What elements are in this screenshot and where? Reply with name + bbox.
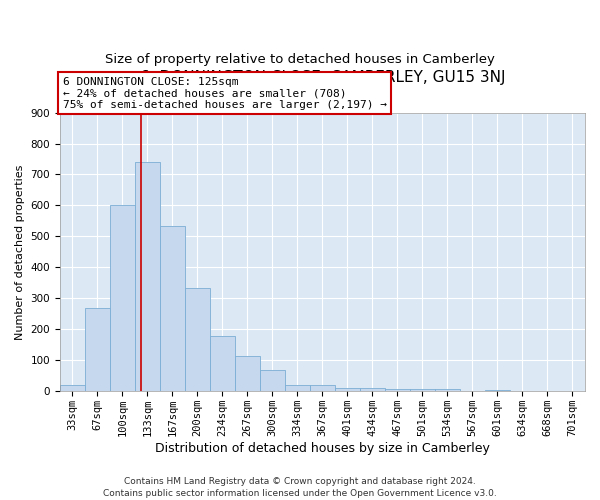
Bar bbox=[285, 385, 310, 392]
Bar bbox=[60, 385, 85, 392]
Bar bbox=[410, 389, 435, 392]
Bar bbox=[110, 206, 135, 392]
Text: Contains HM Land Registry data © Crown copyright and database right 2024.
Contai: Contains HM Land Registry data © Crown c… bbox=[103, 476, 497, 498]
Bar bbox=[435, 390, 460, 392]
Bar bbox=[235, 356, 260, 392]
Bar bbox=[335, 388, 360, 392]
Bar bbox=[385, 389, 410, 392]
Bar bbox=[85, 308, 110, 392]
X-axis label: Distribution of detached houses by size in Camberley: Distribution of detached houses by size … bbox=[155, 442, 490, 455]
Text: 6 DONNINGTON CLOSE: 125sqm
← 24% of detached houses are smaller (708)
75% of sem: 6 DONNINGTON CLOSE: 125sqm ← 24% of deta… bbox=[62, 76, 386, 110]
Bar bbox=[160, 226, 185, 392]
Bar bbox=[485, 390, 510, 392]
Bar bbox=[360, 388, 385, 392]
Y-axis label: Number of detached properties: Number of detached properties bbox=[15, 164, 25, 340]
Bar bbox=[185, 288, 210, 392]
Bar bbox=[260, 370, 285, 392]
Bar bbox=[135, 162, 160, 392]
Title: 6, DONNINGTON CLOSE, CAMBERLEY, GU15 3NJ: 6, DONNINGTON CLOSE, CAMBERLEY, GU15 3NJ bbox=[140, 70, 505, 85]
Text: Size of property relative to detached houses in Camberley: Size of property relative to detached ho… bbox=[105, 52, 495, 66]
Bar bbox=[310, 385, 335, 392]
Bar bbox=[210, 336, 235, 392]
